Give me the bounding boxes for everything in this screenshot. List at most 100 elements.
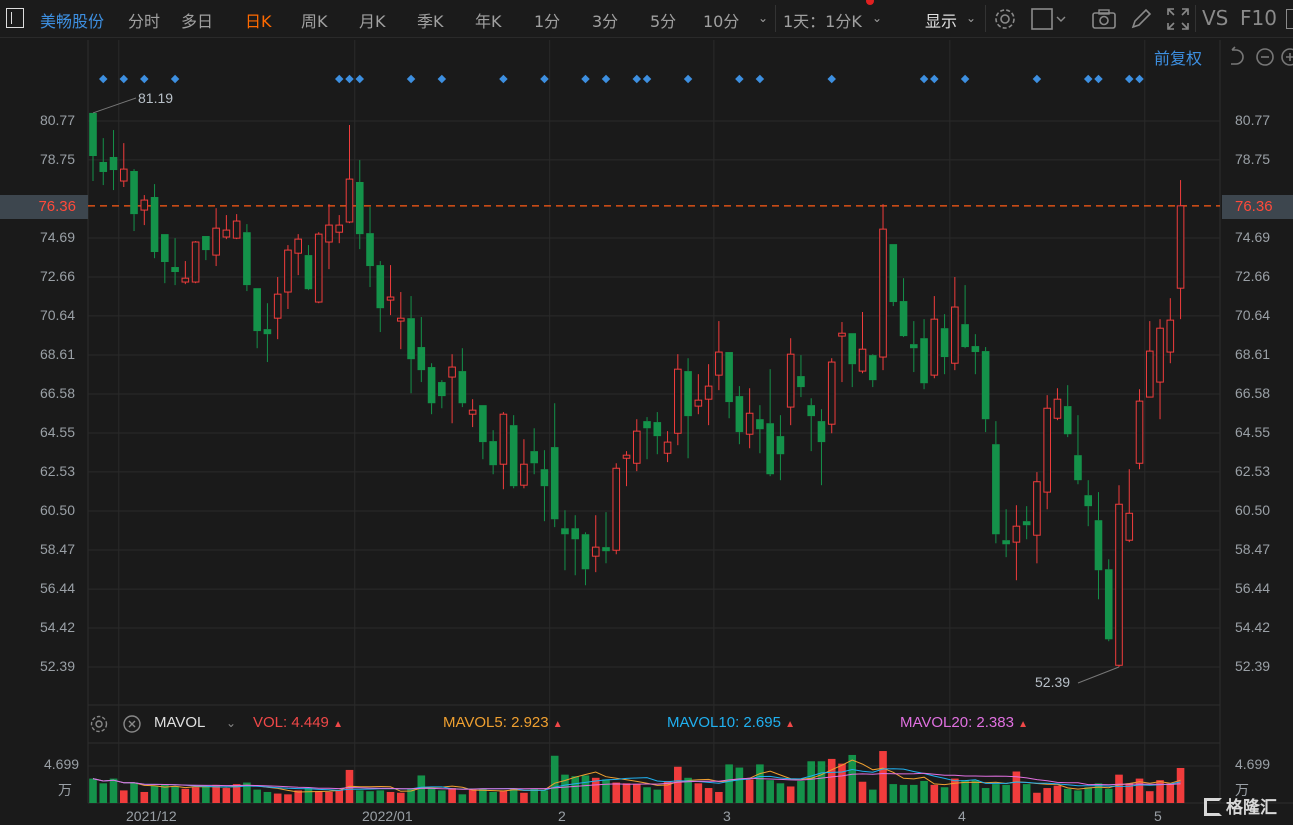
volume-bar: [479, 788, 487, 803]
volume-bar: [509, 788, 518, 803]
volume-bar: [1033, 792, 1041, 803]
price-tick-label: 78.75: [39, 150, 75, 167]
vol-text: VOL: 4.449: [253, 714, 329, 731]
low-price-annotation: 52.39: [1035, 674, 1071, 690]
pencil-icon[interactable]: [1129, 7, 1153, 31]
volume-bar: [325, 791, 333, 803]
chevron-down-icon[interactable]: ⌄: [226, 716, 237, 730]
candle-body-down: [920, 338, 928, 384]
price-tick-label: 72.66: [39, 268, 75, 285]
adjust-mode-select[interactable]: 前复权: [1154, 49, 1203, 68]
indicator-select[interactable]: MAVOL: [154, 714, 206, 731]
volume-bar: [561, 774, 569, 803]
candle-body-up: [704, 385, 713, 400]
fullscreen-icon[interactable]: [1166, 7, 1190, 31]
date-label: 4: [958, 808, 966, 824]
candle-body-down: [868, 355, 877, 381]
volume-bar: [971, 780, 980, 803]
high-annotation-line: [92, 97, 137, 114]
volume-bar: [961, 780, 969, 803]
square-icon[interactable]: [1030, 7, 1070, 31]
volume-bar: [119, 790, 128, 803]
volume-bar: [1043, 788, 1051, 803]
candle-body-down: [653, 422, 662, 437]
price-tick-label: 56.44: [1235, 580, 1271, 597]
volume-bar: [1135, 778, 1144, 803]
volume-bar: [920, 780, 928, 803]
candle-body-up: [1176, 205, 1185, 289]
volume-bar: [704, 788, 713, 803]
price-tick-label: 52.39: [39, 658, 75, 674]
tab-daily-k[interactable]: 日K: [245, 12, 272, 31]
tab-yearly-k[interactable]: 年K: [475, 12, 502, 31]
candle-body-down: [766, 423, 774, 475]
candle-body-down: [171, 267, 179, 273]
volume-bar: [130, 782, 138, 803]
volume-bar: [212, 784, 220, 803]
up-arrow-icon: ▲: [552, 719, 563, 730]
candle-body-up: [838, 332, 846, 337]
mavol10-value: MAVOL10: 2.695 ▲: [667, 714, 795, 731]
tab-weekly-k[interactable]: 周K: [301, 12, 328, 31]
candle-body-down: [1002, 540, 1010, 545]
chevron-down-icon[interactable]: ⌄: [872, 11, 883, 25]
candle-body-down: [458, 371, 467, 404]
display-menu[interactable]: 显示: [925, 12, 958, 31]
current-price-label-right: 76.36: [1222, 195, 1293, 219]
gear-icon[interactable]: [993, 7, 1017, 31]
tab-multi-day[interactable]: 多日: [181, 12, 214, 31]
stock-name[interactable]: 美畅股份: [40, 12, 105, 31]
chevron-down-icon[interactable]: ⌄: [966, 11, 977, 25]
vs-button[interactable]: VS: [1202, 6, 1229, 30]
candle-body-up: [520, 463, 528, 486]
volume-bar: [284, 794, 292, 803]
tab-monthly-k[interactable]: 月K: [359, 12, 386, 31]
candle-body-up: [119, 168, 128, 182]
candle-body-down: [89, 112, 97, 157]
candle-body-up: [591, 546, 600, 557]
camera-icon[interactable]: [1091, 7, 1117, 31]
chevron-down-icon[interactable]: ⌄: [758, 11, 769, 25]
price-tick-label: 62.53: [1235, 462, 1271, 479]
tab-quarterly-k[interactable]: 季K: [417, 12, 444, 31]
tab-intraday[interactable]: 分时: [128, 12, 161, 31]
price-tick-label: 70.64: [39, 306, 75, 323]
volume-bar: [684, 777, 692, 803]
candle-body-down: [571, 528, 580, 540]
logo-g-icon: [1204, 798, 1222, 816]
volume-bar: [417, 775, 426, 803]
candle-body-down: [540, 469, 549, 487]
tab-1min[interactable]: 1分: [534, 12, 561, 31]
price-tick-label: 66.58: [1235, 385, 1271, 401]
candle-body-down: [1084, 495, 1093, 507]
candle-body-up: [930, 318, 939, 376]
multi-period-select[interactable]: 1天：1分K: [783, 12, 862, 31]
candle-body-up: [1125, 512, 1134, 541]
candle-body-up: [663, 441, 672, 454]
volume-bar: [1012, 771, 1021, 803]
volume-bar: [468, 789, 477, 803]
volume-bar: [725, 764, 733, 803]
zoom-out-icon[interactable]: [1256, 48, 1274, 66]
tab-10min[interactable]: 10分: [703, 12, 740, 31]
undo-icon[interactable]: [1231, 46, 1244, 65]
candle-body-down: [1074, 455, 1082, 481]
candle-body-up: [222, 229, 231, 238]
volume-bar: [858, 781, 867, 803]
notification-dot: [866, 0, 874, 5]
square-icon[interactable]: [1286, 9, 1293, 29]
mavol20-text: MAVOL20: 2.383: [900, 714, 1014, 731]
volume-bar: [612, 782, 621, 803]
up-arrow-icon: ▲: [1018, 719, 1029, 730]
close-circle-icon[interactable]: [122, 714, 142, 734]
volume-bar: [407, 788, 415, 803]
volume-bar: [427, 788, 436, 803]
sidebar-toggle-icon[interactable]: [6, 8, 24, 28]
candle-body-down: [263, 329, 272, 335]
indicator-settings-gear-icon[interactable]: [89, 714, 109, 734]
tab-5min[interactable]: 5分: [650, 12, 677, 31]
tab-3min[interactable]: 3分: [592, 12, 619, 31]
f10-button[interactable]: F10: [1240, 6, 1277, 30]
candle-body-down: [489, 441, 497, 466]
